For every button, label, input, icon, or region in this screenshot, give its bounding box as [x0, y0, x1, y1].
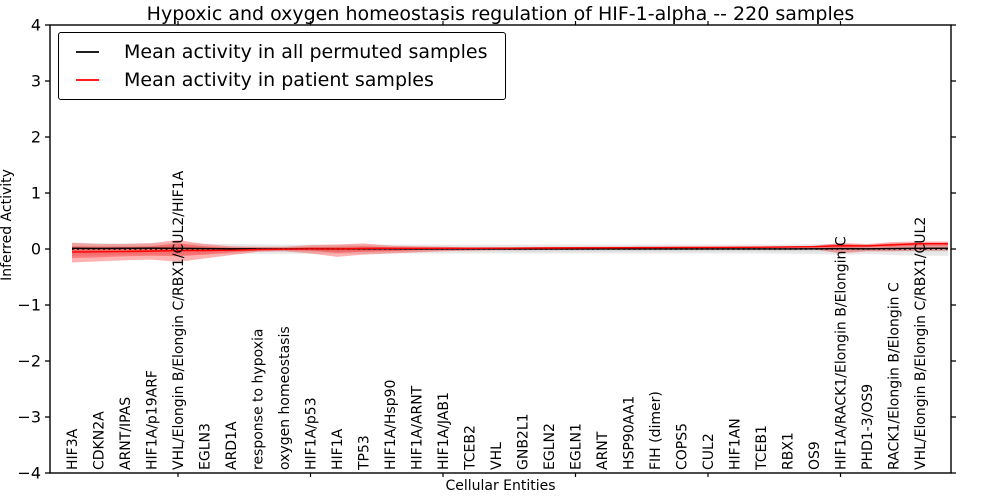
legend-item-patient: Mean activity in patient samples — [59, 66, 487, 94]
x-category-label: EGLN2 — [542, 423, 558, 470]
x-category-label: HIF1A/p19ARF — [145, 370, 161, 470]
x-category-label: PHD1-3/OS9 — [860, 384, 876, 470]
x-category-label: HIF1A/RACK1/Elongin B/Elongin C — [834, 236, 850, 470]
x-category-label: RACK1/Elongin B/Elongin C — [887, 282, 903, 470]
legend-line-black-icon — [76, 51, 99, 53]
x-category-label: CDKN2A — [92, 411, 108, 470]
x-category-label: COPS5 — [675, 423, 691, 470]
x-category-label: HSP90AA1 — [622, 396, 638, 470]
x-category-label: TP53 — [357, 435, 373, 471]
x-category-label: VHL/Elongin B/Elongin C/RBX1/CUL2/HIF1A — [171, 170, 187, 470]
patient-samples-range-outer — [72, 240, 948, 263]
x-category-label: ARNT — [595, 431, 611, 470]
legend-item-permuted: Mean activity in all permuted samples — [59, 38, 487, 66]
x-category-label: EGLN3 — [198, 423, 214, 470]
x-category-label: ARD1A — [224, 421, 240, 470]
x-category-label: HIF1A/ARNT — [410, 385, 426, 470]
x-category-label: response to hypoxia — [251, 329, 267, 470]
y-tick-label: 1 — [31, 184, 41, 203]
x-category-label: ARNT/IPAS — [118, 397, 134, 470]
y-tick-label: −2 — [17, 352, 41, 371]
x-category-label: FIH (dimer) — [648, 391, 664, 470]
x-category-label: HIF1A/p53 — [304, 397, 320, 470]
y-tick-label: 3 — [31, 72, 41, 91]
legend-label-permuted: Mean activity in all permuted samples — [124, 41, 488, 63]
x-category-label: RBX1 — [781, 432, 797, 470]
y-tick-label: 0 — [31, 240, 41, 259]
x-category-label: HIF1A/Hsp90 — [383, 380, 399, 470]
y-tick-label: 4 — [31, 16, 41, 35]
y-tick-label: −3 — [17, 408, 41, 427]
chart-title: Hypoxic and oxygen homeostasis regulatio… — [146, 3, 855, 25]
x-category-label: oxygen homeostasis — [277, 326, 293, 470]
legend-line-red-icon — [76, 79, 99, 81]
x-category-label: TCEB1 — [754, 425, 770, 471]
x-category-label: EGLN1 — [569, 423, 585, 470]
y-tick-label: −4 — [17, 464, 41, 483]
x-category-label: HIF1A — [330, 428, 346, 470]
x-category-label: VHL — [489, 442, 505, 470]
x-category-label: OS9 — [807, 441, 823, 470]
y-tick-label: −1 — [17, 296, 41, 315]
x-category-label: CUL2 — [701, 433, 717, 470]
x-axis-label: Cellular Entities — [445, 478, 556, 494]
legend-label-patient: Mean activity in patient samples — [124, 69, 434, 91]
series-line-patient — [71, 242, 948, 253]
x-category-label: HIF3A — [65, 428, 81, 470]
x-category-label: VHL/Elongin B/Elongin C/RBX1/CUL2 — [913, 217, 929, 470]
series-line-permuted — [71, 247, 948, 250]
x-category-label: GNB2L1 — [516, 413, 532, 470]
legend: Mean activity in all permuted samples Me… — [58, 32, 507, 100]
x-category-label: HIF1A/JAB1 — [436, 392, 452, 470]
y-tick-label: 2 — [31, 128, 41, 147]
x-category-label: TCEB2 — [463, 425, 479, 471]
x-category-label: HIF1AN — [728, 418, 744, 470]
